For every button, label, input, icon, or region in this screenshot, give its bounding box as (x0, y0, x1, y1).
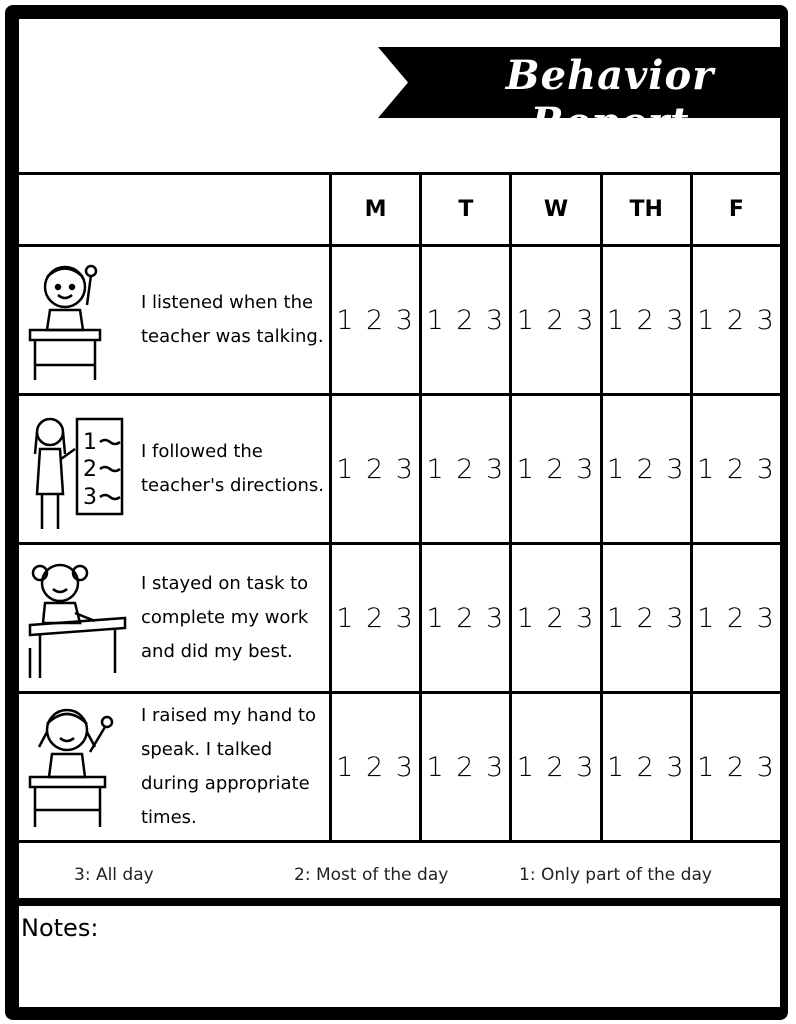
behavior-text: I followed the teacher's directions. (141, 441, 324, 496)
boy-at-desk-raising-hand-icon (28, 264, 102, 380)
score-cell[interactable]: 1 2 3 (689, 244, 780, 396)
legend-item: 1: Only part of the day (519, 865, 712, 885)
blank-header (19, 172, 332, 247)
behavior-text: I stayed on task to complete my work and… (141, 573, 309, 662)
score-cell[interactable]: 1 2 3 (599, 244, 693, 396)
day-header: W (509, 172, 603, 247)
header-row: M T W TH F (19, 172, 780, 247)
svg-text:3: 3 (83, 485, 97, 510)
score-cell[interactable]: 1 2 3 (328, 691, 423, 843)
score-cell[interactable]: 1 2 3 (419, 691, 513, 843)
behavior-text: I raised my hand to speak. I talked duri… (141, 705, 317, 828)
score-cell[interactable]: 1 2 3 (599, 691, 693, 843)
svg-text:1: 1 (83, 430, 97, 455)
behavior-table: M T W TH F I listened when the teacher w… (19, 172, 780, 843)
behavior-row: I stayed on task to complete my work and… (19, 542, 780, 694)
score-cell[interactable]: 1 2 3 (689, 393, 780, 545)
score-cell[interactable]: 1 2 3 (509, 393, 603, 545)
notes-label: Notes: (21, 914, 99, 942)
score-cell[interactable]: 1 2 3 (509, 244, 603, 396)
girl-writing-at-desk-icon (28, 563, 127, 678)
behavior-row: I raised my hand to speak. I talked duri… (19, 691, 780, 843)
divider (19, 898, 780, 906)
score-cell[interactable]: 1 2 3 (599, 393, 693, 545)
behavior-row: I listened when the teacher was talking.… (19, 244, 780, 396)
score-cell[interactable]: 1 2 3 (509, 542, 603, 694)
legend-item: 2: Most of the day (294, 865, 449, 885)
score-cell[interactable]: 1 2 3 (328, 542, 423, 694)
score-cell[interactable]: 1 2 3 (689, 691, 780, 843)
day-header: M (328, 172, 423, 247)
score-cell[interactable]: 1 2 3 (328, 393, 423, 545)
day-header: T (419, 172, 513, 247)
score-cell[interactable]: 1 2 3 (419, 393, 513, 545)
score-cell[interactable]: 1 2 3 (328, 244, 423, 396)
score-cell[interactable]: 1 2 3 (689, 542, 780, 694)
legend-item: 3: All day (74, 865, 154, 885)
day-header: TH (599, 172, 693, 247)
score-cell[interactable]: 1 2 3 (509, 691, 603, 843)
teacher-at-board-icon: 12 3 (33, 417, 124, 529)
title-banner (378, 47, 780, 118)
svg-text:2: 2 (83, 457, 97, 482)
day-header: F (689, 172, 780, 247)
score-cell[interactable]: 1 2 3 (599, 542, 693, 694)
girl-raising-hand-at-desk-icon (28, 708, 114, 827)
score-cell[interactable]: 1 2 3 (419, 542, 513, 694)
page-title: Behavior Report (505, 52, 715, 146)
behavior-text: I listened when the teacher was talking. (141, 292, 324, 347)
score-cell[interactable]: 1 2 3 (419, 244, 513, 396)
score-legend: 3: All day 2: Most of the day 1: Only pa… (19, 850, 780, 898)
